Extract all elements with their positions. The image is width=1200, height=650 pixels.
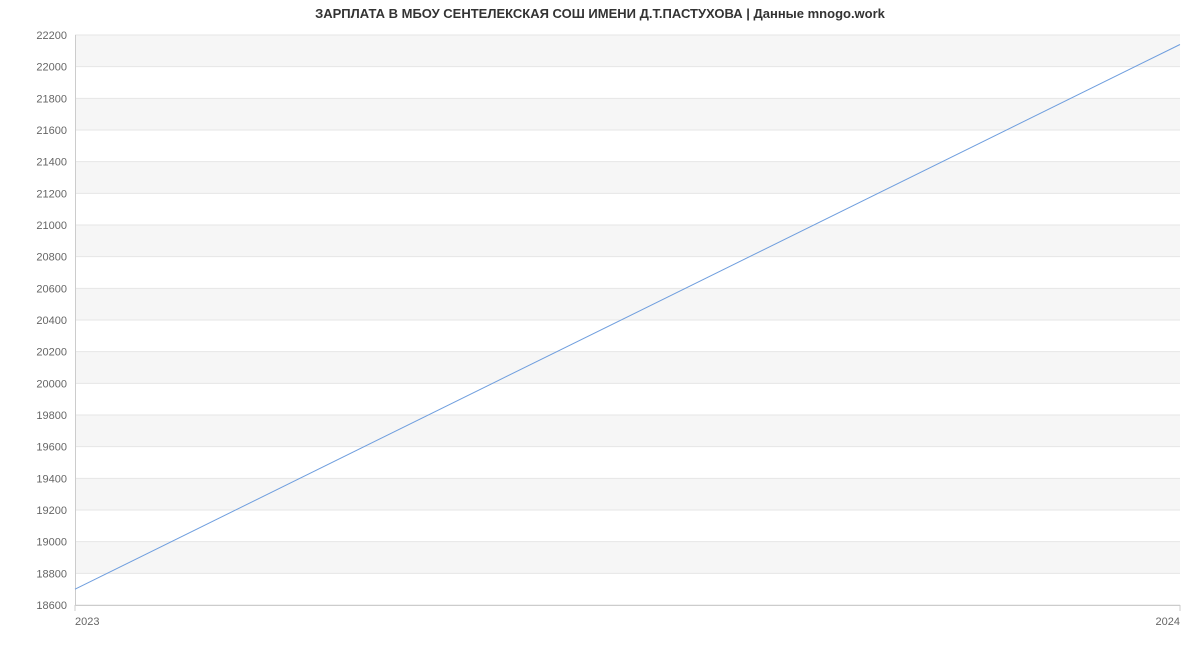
y-tick-label: 19200 bbox=[36, 505, 67, 517]
y-tick-label: 21600 bbox=[36, 125, 67, 137]
y-tick-label: 20800 bbox=[36, 252, 67, 264]
y-tick-label: 21400 bbox=[36, 157, 67, 169]
y-tick-label: 21000 bbox=[36, 220, 67, 232]
y-tick-label: 21200 bbox=[36, 188, 67, 200]
y-tick-label: 21800 bbox=[36, 93, 67, 105]
y-tick-label: 20000 bbox=[36, 378, 67, 390]
y-tick-label: 18600 bbox=[36, 600, 67, 612]
x-tick-label: 2024 bbox=[1156, 616, 1180, 628]
x-tick-label: 2023 bbox=[75, 616, 99, 628]
y-tick-label: 20200 bbox=[36, 347, 67, 359]
chart-plot-area: 1860018800190001920019400196001980020000… bbox=[75, 35, 1180, 605]
y-tick-label: 19600 bbox=[36, 442, 67, 454]
y-tick-label: 19000 bbox=[36, 537, 67, 549]
chart-svg: 1860018800190001920019400196001980020000… bbox=[75, 35, 1180, 635]
y-tick-label: 18800 bbox=[36, 568, 67, 580]
y-tick-label: 19800 bbox=[36, 410, 67, 422]
y-tick-label: 22200 bbox=[36, 30, 67, 42]
y-tick-label: 22000 bbox=[36, 62, 67, 74]
chart-title: ЗАРПЛАТА В МБОУ СЕНТЕЛЕКСКАЯ СОШ ИМЕНИ Д… bbox=[0, 6, 1200, 21]
y-tick-label: 19400 bbox=[36, 473, 67, 485]
y-tick-label: 20600 bbox=[36, 283, 67, 295]
y-tick-label: 20400 bbox=[36, 315, 67, 327]
